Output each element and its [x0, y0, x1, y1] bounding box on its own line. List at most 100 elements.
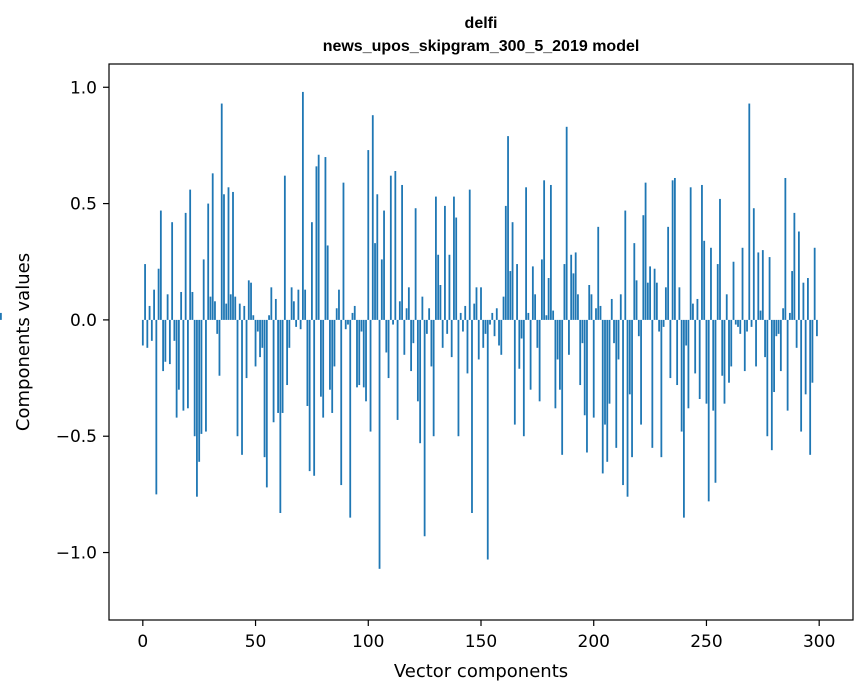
bar-190: [570, 254, 573, 320]
bar-36: [223, 194, 225, 320]
bar-165: [513, 319, 516, 425]
bar-141: [459, 312, 462, 320]
bar-221: [640, 319, 642, 425]
bar-31: [211, 173, 214, 320]
bar-103: [374, 243, 376, 320]
bar-111: [392, 319, 394, 325]
bar-194: [579, 319, 582, 386]
bar-132: [439, 285, 442, 320]
bar-44: [241, 319, 243, 455]
bar-285: [784, 177, 787, 320]
bar-216: [628, 319, 631, 395]
bar-292: [800, 319, 803, 432]
bar-286: [786, 319, 789, 411]
bar-210: [615, 319, 618, 448]
bar-220: [637, 319, 640, 337]
bar-278: [768, 257, 771, 320]
bar-195: [581, 319, 584, 344]
bar-204: [601, 319, 604, 474]
bar-122: [416, 319, 419, 402]
bar-97: [360, 319, 363, 332]
bar-62: [281, 319, 284, 413]
bar-13: [171, 222, 174, 320]
x-tick-label: 200: [578, 632, 610, 652]
bar-27: [202, 259, 205, 320]
bar-163: [509, 271, 512, 320]
bar-138: [453, 196, 455, 320]
bar-198: [588, 285, 591, 320]
bar-148: [475, 287, 478, 320]
bar-289: [793, 212, 796, 320]
bar-58: [272, 319, 275, 423]
bar-213: [622, 319, 624, 486]
bar-231: [662, 319, 665, 327]
bar-150: [480, 287, 482, 320]
bar-32: [214, 301, 216, 320]
bar-176: [538, 319, 541, 402]
bar-207: [608, 319, 611, 404]
bar-180: [547, 278, 550, 320]
bar-294: [804, 319, 807, 395]
bar-63: [283, 175, 286, 320]
bar-260: [728, 319, 730, 383]
bar-126: [425, 319, 428, 334]
bar-201: [595, 308, 597, 320]
bar-80: [322, 319, 325, 418]
bar-99: [365, 319, 367, 402]
bar-106: [380, 259, 383, 320]
bar-66: [290, 287, 293, 320]
bar-130: [435, 196, 437, 320]
bar-undefined: [0, 312, 2, 320]
bar-181: [549, 184, 552, 320]
y-tick-label: 0.0: [70, 311, 97, 331]
bar-30: [209, 296, 212, 320]
bar-179: [545, 315, 548, 320]
bar-0: [141, 319, 144, 346]
bar-136: [448, 254, 451, 320]
bar-92: [349, 319, 352, 518]
bar-262: [732, 261, 735, 320]
bar-170: [525, 187, 527, 320]
bar-11: [166, 294, 169, 320]
bar-212: [619, 294, 622, 320]
bar-131: [437, 254, 440, 320]
bar-248: [701, 184, 703, 320]
bar-149: [477, 319, 480, 360]
bar-218: [633, 243, 636, 320]
bar-253: [712, 319, 715, 411]
bar-65: [288, 319, 291, 348]
bar-128: [430, 319, 433, 367]
bar-1: [144, 264, 146, 320]
bar-38: [227, 187, 230, 320]
bar-225: [649, 266, 651, 320]
bar-271: [752, 208, 755, 320]
bar-125: [423, 319, 426, 537]
x-tick-label: 100: [352, 632, 384, 652]
bar-169: [522, 319, 525, 437]
bar-251: [707, 319, 710, 502]
bar-46: [245, 319, 248, 379]
bar-107: [383, 210, 385, 320]
bar-52: [259, 319, 261, 358]
bar-297: [811, 319, 814, 383]
bar-118: [407, 287, 410, 320]
bar-45: [243, 305, 246, 320]
chart-subtitle: news_upos_skipgram_300_5_2019 model: [323, 38, 640, 55]
bar-264: [737, 319, 739, 327]
bar-226: [651, 319, 654, 448]
y-tick-label: 1.0: [70, 78, 97, 98]
bar-39: [229, 294, 232, 320]
bar-56: [268, 315, 270, 320]
bar-237: [676, 319, 679, 386]
bar-234: [669, 319, 672, 379]
bar-242: [687, 319, 690, 409]
bar-171: [527, 312, 530, 320]
bar-14: [173, 319, 176, 341]
bar-215: [626, 319, 629, 497]
y-tick-label: 0.5: [70, 195, 97, 215]
bar-104: [376, 194, 379, 320]
bar-7: [157, 268, 160, 320]
bar-284: [782, 308, 785, 320]
bar-6: [155, 319, 158, 495]
bar-134: [444, 205, 446, 320]
